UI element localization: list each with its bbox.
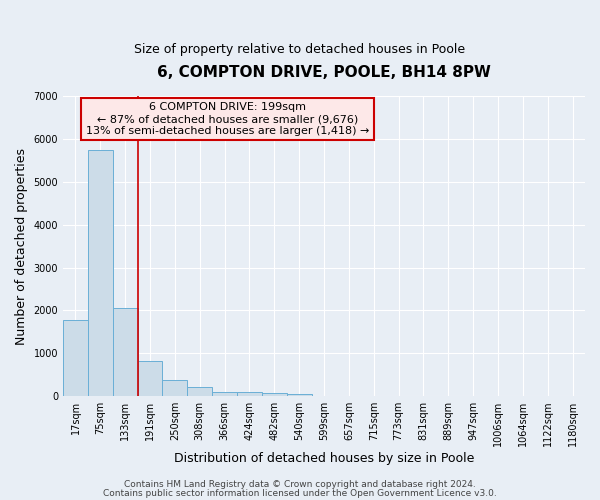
Title: 6, COMPTON DRIVE, POOLE, BH14 8PW: 6, COMPTON DRIVE, POOLE, BH14 8PW [157,65,491,80]
Text: Contains HM Land Registry data © Crown copyright and database right 2024.: Contains HM Land Registry data © Crown c… [124,480,476,489]
Text: Contains public sector information licensed under the Open Government Licence v3: Contains public sector information licen… [103,488,497,498]
X-axis label: Distribution of detached houses by size in Poole: Distribution of detached houses by size … [174,452,474,465]
Bar [113,308,137,396]
Bar [212,392,237,396]
Bar [63,320,88,396]
Bar [88,150,113,396]
Text: 6 COMPTON DRIVE: 199sqm
← 87% of detached houses are smaller (9,676)
13% of semi: 6 COMPTON DRIVE: 199sqm ← 87% of detache… [86,102,369,136]
Text: Size of property relative to detached houses in Poole: Size of property relative to detached ho… [134,42,466,56]
Bar [262,393,287,396]
Bar [287,394,311,396]
Bar [187,387,212,396]
Bar [137,360,163,396]
Bar [237,392,262,396]
Y-axis label: Number of detached properties: Number of detached properties [15,148,28,345]
Bar [163,380,187,396]
